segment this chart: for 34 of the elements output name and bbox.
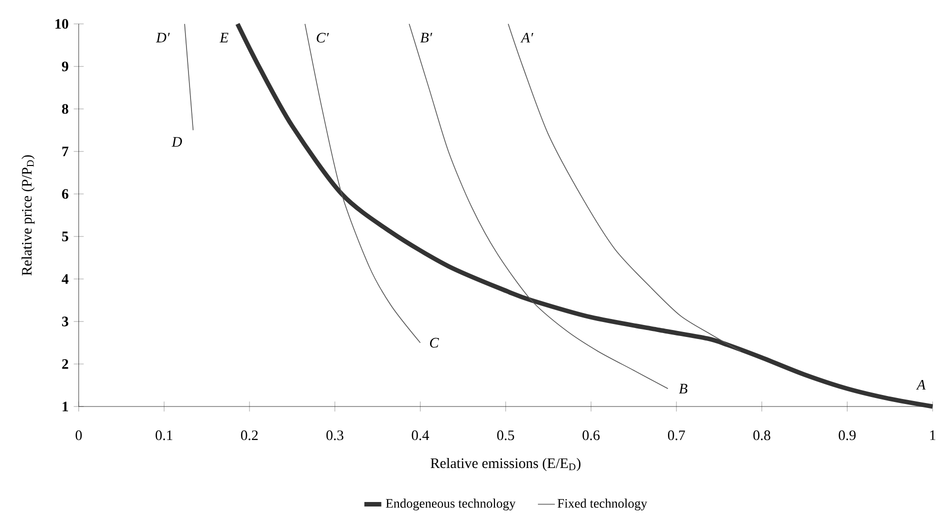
y-tick-label: 9 <box>62 62 68 72</box>
x-tick-label: 0.6 <box>582 430 600 440</box>
y-tick-label: 1 <box>62 402 68 412</box>
y-tick-label: 3 <box>62 316 68 326</box>
x-tick-label: 0.3 <box>326 430 344 440</box>
y-tick-label: 8 <box>62 104 68 114</box>
x-tick-label: 0.8 <box>753 430 770 440</box>
legend-label: Fixed technology <box>558 498 648 510</box>
x-tick-label: 1 <box>930 430 936 440</box>
y-tick-label: 5 <box>62 232 68 242</box>
y-tick-label: 2 <box>62 359 68 369</box>
x-tick-label: 0.5 <box>497 430 514 440</box>
y-tick-label: 10 <box>56 19 68 29</box>
annotation: B <box>679 384 688 394</box>
annotation: B′ <box>420 32 432 42</box>
y-axis-title: Relative price (P/P$_{D}$) <box>22 155 35 276</box>
x-tick-label: 0 <box>76 430 82 440</box>
annotation: C <box>430 338 439 348</box>
x-tick-label: 0.4 <box>412 430 430 440</box>
y-tick-label: 6 <box>62 189 68 199</box>
y-tick-label: 7 <box>62 146 68 156</box>
legend-label: Endogeneous technology <box>386 498 516 510</box>
annotation: A′ <box>520 32 534 42</box>
y-tick-label: 4 <box>62 274 68 284</box>
x-tick-label: 0.7 <box>668 430 686 440</box>
annotation: E <box>220 32 228 42</box>
x-tick-label: 0.9 <box>838 430 856 440</box>
annotation: A <box>916 380 926 390</box>
annotation: D <box>172 137 182 147</box>
annotation: D′ <box>156 32 170 42</box>
annotation: C′ <box>316 32 329 43</box>
x-axis-title: Relative emissions (E/E$_{D}$) <box>430 458 580 471</box>
x-tick-label: 0.2 <box>241 430 258 440</box>
x-tick-label: 0.1 <box>156 430 172 440</box>
